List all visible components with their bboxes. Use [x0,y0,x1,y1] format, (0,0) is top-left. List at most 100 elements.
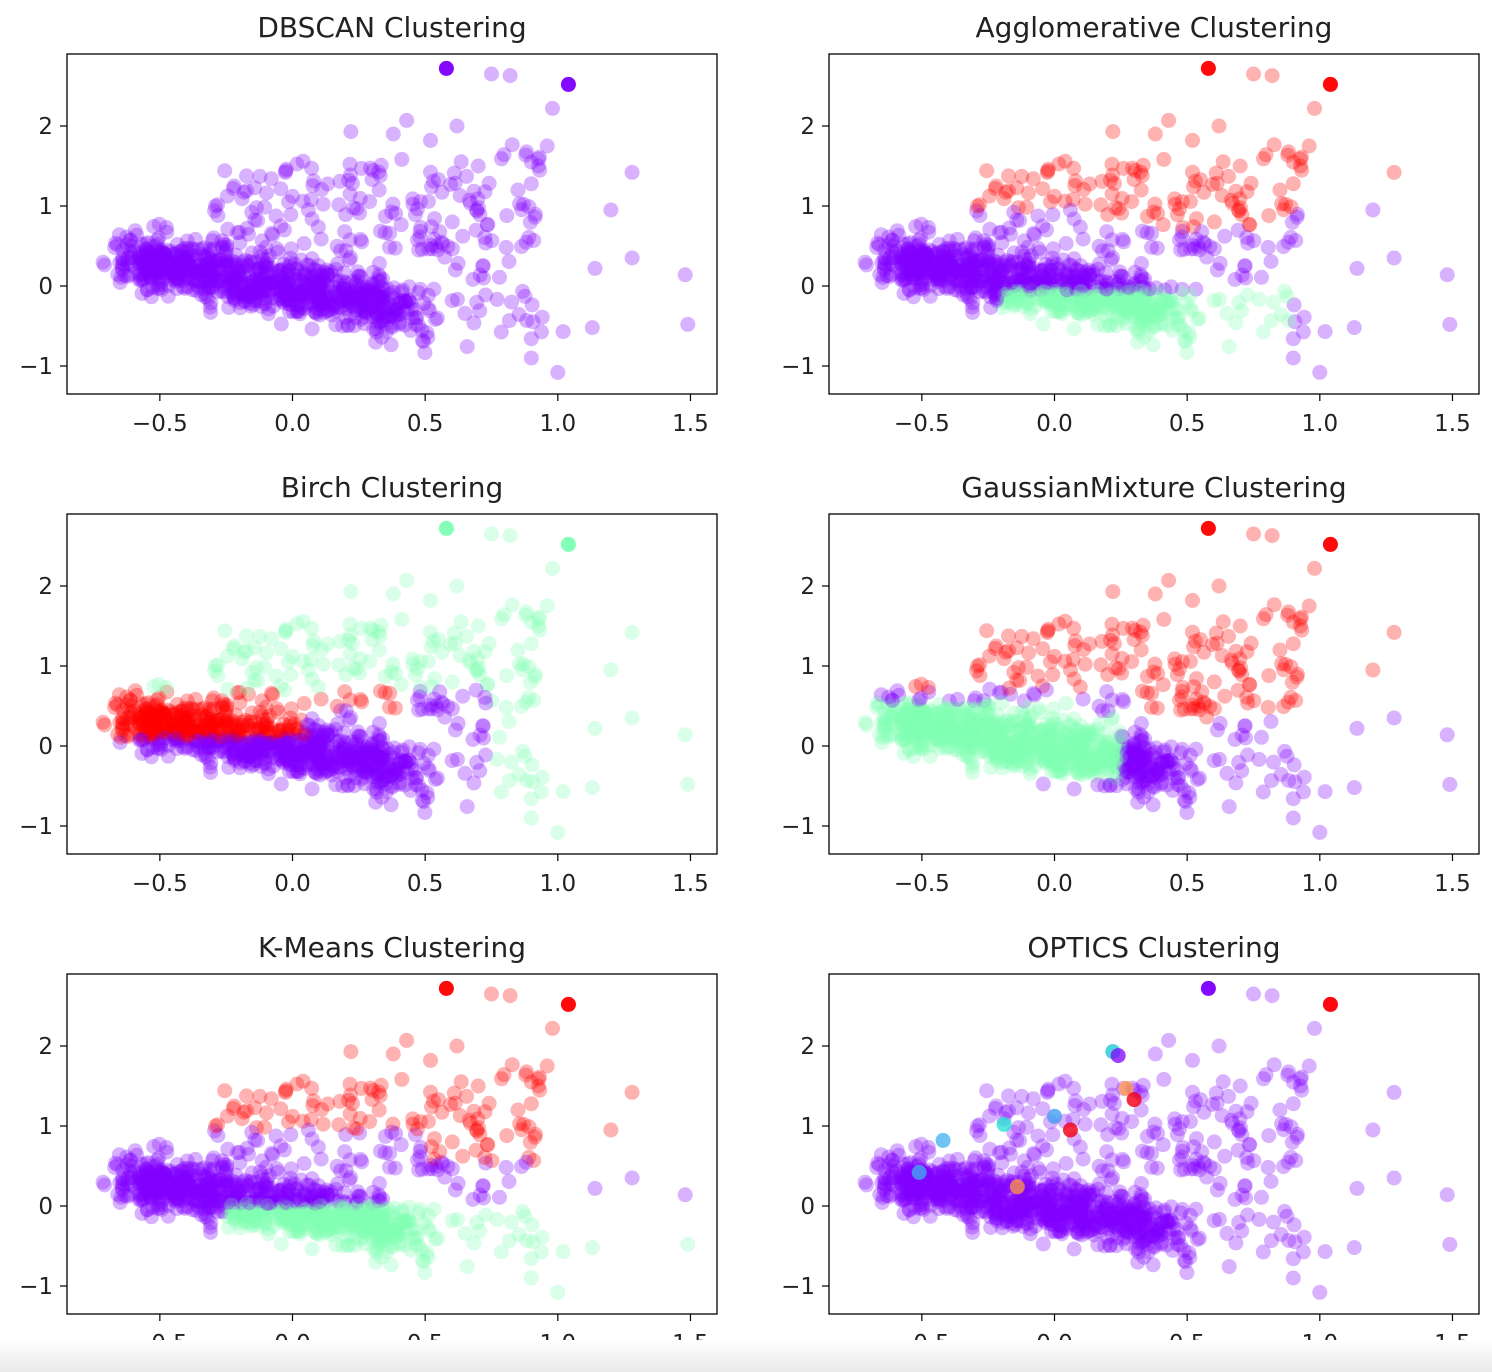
scatter-point [365,735,381,751]
scatter-point [166,721,182,737]
scatter-point [307,304,323,320]
scatter-point [208,658,223,674]
scatter-point [918,708,934,724]
scatter-point [1194,224,1210,240]
scatter-point [988,274,1004,290]
scatter-point [919,246,935,262]
scatter-point [937,254,953,269]
scatter-point [1133,164,1149,180]
scatter-point [979,255,995,270]
scatter-point [910,263,926,279]
scatter-point [314,182,330,197]
scatter-point [289,261,305,277]
scatter-point [159,1144,175,1160]
scatter-point [1108,291,1124,307]
scatter-point [1054,277,1069,293]
scatter-point [239,220,255,236]
scatter-point [1241,216,1257,232]
scatter-point [132,731,148,747]
scatter-point [1075,278,1090,294]
subplot-title: GaussianMixture Clustering [961,471,1346,504]
scatter-point [525,314,541,330]
scatter-point [1116,302,1132,318]
scatter-point [206,701,222,717]
scatter-point [889,719,905,735]
scatter-point [443,637,459,652]
scatter-point [371,313,387,329]
scatter-point [1100,310,1116,325]
x-tick-label: 0.0 [1036,871,1073,897]
scatter-point [988,750,1004,766]
scatter-point [1293,609,1309,625]
scatter-point [146,719,162,735]
scatter-point [307,281,323,297]
scatter-point [1121,279,1136,295]
scatter-point [993,723,1009,739]
scatter-point [378,1211,394,1227]
scatter-point [350,278,366,294]
scatter-point [502,528,518,544]
scatter-point [1079,291,1095,307]
scatter-point [459,799,475,815]
scatter-point [924,728,940,744]
scatter-point [1059,275,1075,291]
scatter-point [1122,743,1138,758]
scatter-point [203,295,219,311]
scatter-point [1150,206,1166,222]
scatter-point [450,1175,466,1191]
scatter-point [1221,628,1236,644]
scatter-point [394,1204,410,1220]
scatter-point [450,255,466,271]
scatter-point [1136,789,1152,805]
scatter-point [177,1201,193,1216]
scatter-point [1133,269,1149,285]
scatter-point [1133,642,1149,658]
scatter-point [1135,314,1151,330]
scatter-point [1179,805,1195,821]
scatter-point [353,692,368,707]
scatter-point [139,742,155,758]
scatter-point [368,1205,384,1221]
scatter-point [416,334,432,350]
scatter-point [165,266,181,282]
scatter-point [1081,726,1097,742]
scatter-point [959,741,975,757]
scatter-point [1145,308,1160,324]
scatter-point [1114,281,1130,297]
scatter-point [1016,283,1032,299]
scatter-point [1014,273,1030,289]
scatter-point [1079,764,1095,780]
scatter-point [1206,293,1222,309]
scatter-point [395,742,411,758]
scatter-point [219,237,235,253]
scatter-point [317,304,333,320]
scatter-point [1285,176,1301,192]
scatter-point [369,321,385,337]
scatter-point [1075,738,1090,754]
scatter-point [384,664,400,680]
scatter-point [312,302,328,318]
scatter-point [1171,310,1187,326]
scatter-point [942,270,958,286]
scatter-point [1082,267,1098,283]
scatter-point [253,277,269,293]
scatter-point [357,1225,373,1241]
scatter-point [1185,132,1200,148]
scatter-point [949,708,965,724]
scatter-point [309,1187,325,1203]
scatter-point [532,162,548,178]
scatter-point [1052,747,1068,763]
scatter-point [147,1179,163,1195]
scatter-point [941,233,957,249]
scatter-point [198,252,214,268]
scatter-point [258,699,274,715]
scatter-point [1094,279,1109,294]
scatter-point [160,242,175,258]
scatter-point [1045,753,1061,769]
scatter-point [981,253,997,269]
scatter-point [235,260,251,276]
scatter-point [229,685,245,701]
scatter-point [603,662,619,678]
scatter-point [1071,766,1087,782]
scatter-point [232,275,248,291]
